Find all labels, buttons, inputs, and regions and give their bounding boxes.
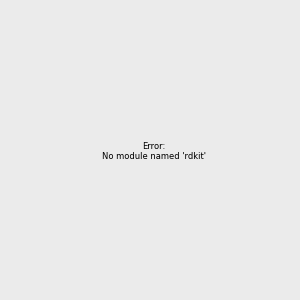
Text: Error:
No module named 'rdkit': Error: No module named 'rdkit' [102, 142, 206, 161]
